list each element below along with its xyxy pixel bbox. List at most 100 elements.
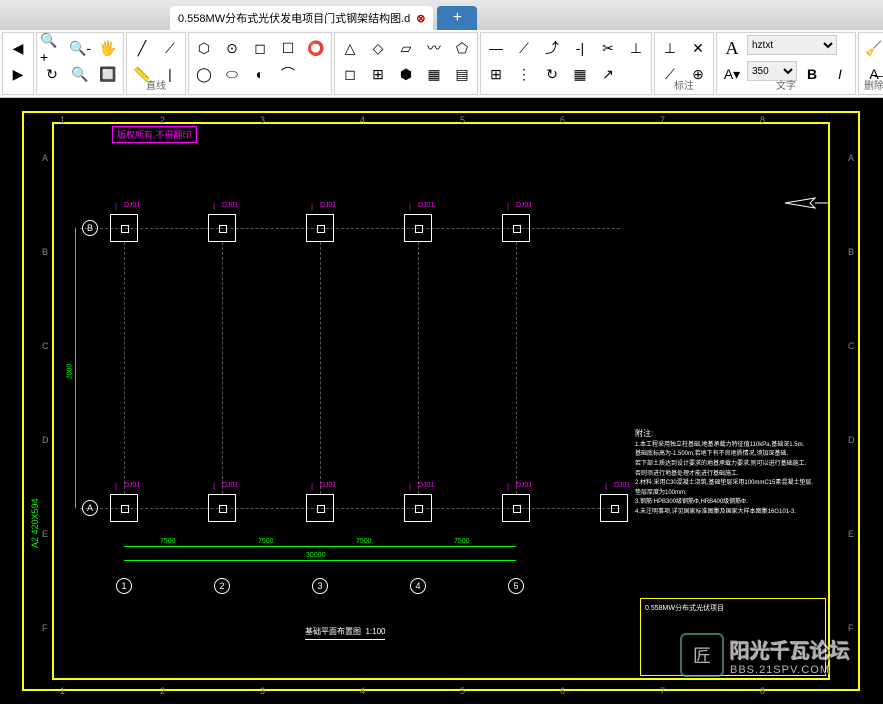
footing (306, 494, 334, 522)
tool-button[interactable]: 🖐 (95, 35, 121, 61)
document-tab[interactable]: 0.558MW分布式光伏发电项目门式钢架结构图.d ⊗ (170, 6, 433, 30)
grid-col-label: 8 (760, 686, 765, 696)
grid-row-label: C (42, 341, 49, 351)
tool-button[interactable]: ✕ (685, 35, 711, 61)
tool-button[interactable]: ⭕ (303, 35, 329, 61)
tool-button[interactable]: ✂ (595, 35, 621, 61)
tool-button[interactable]: ▤ (449, 61, 475, 87)
note-line: 若下部土质达到设计要求的地基承载力要求,则可以进行基础施工. (635, 460, 835, 470)
tool-button[interactable]: ⊞ (365, 61, 391, 87)
tool-button[interactable]: ▱ (393, 35, 419, 61)
grid-col-label: 6 (560, 115, 565, 125)
tool-button[interactable]: ◇ (365, 35, 391, 61)
copyright-stamp: 版权所有,不得翻印 (112, 126, 197, 143)
dim-text: 7500 (454, 538, 470, 545)
tool-button[interactable]: ╱ (129, 35, 155, 61)
note-line: 垫层厚度为100mm. (635, 489, 835, 499)
tool-button[interactable]: △ (337, 35, 363, 61)
toolbar: ◀▶ 🔍+🔍-🖐↻🔍🔲 ╱⟋📏|直线 ⬡⊙◻☐⭕◯⬭◐⌒ △◇▱〰⬠◻⊞⬢▦▤ … (0, 30, 883, 98)
dim-line-v (75, 228, 76, 508)
footing (502, 214, 530, 242)
grid-row-label: F (42, 623, 48, 633)
footing-tick: | (311, 482, 313, 491)
axis-bubble-col: 4 (410, 578, 426, 594)
note-line: 基础底标高为-1.500m,若地下有不良地质情况,须加深基础. (635, 450, 835, 460)
tool-button[interactable]: ◻ (337, 61, 363, 87)
tool-button[interactable]: ⬢ (393, 61, 419, 87)
footing-tick: | (507, 482, 509, 491)
grid-row-label: D (848, 435, 855, 445)
tool-button[interactable]: ⊙ (219, 35, 245, 61)
tool-button[interactable]: ↗ (595, 61, 621, 87)
footing-tick: | (311, 202, 313, 211)
footing-tick: | (409, 202, 411, 211)
tool-button[interactable]: ⤴ (539, 35, 565, 61)
back-button[interactable]: ◀ (5, 35, 31, 61)
toolgroup-zoom: 🔍+🔍-🖐 ↻🔍🔲 (36, 32, 124, 95)
axis-line-h (80, 508, 620, 509)
footing-label: DJ01 (124, 202, 140, 209)
tool-button[interactable]: ▦ (567, 61, 593, 87)
fwd-button[interactable]: ▶ (5, 61, 31, 87)
tool-button[interactable]: ⊥ (623, 35, 649, 61)
tool-button[interactable]: ↻ (539, 61, 565, 87)
tab-bar: 0.558MW分布式光伏发电项目门式钢架结构图.d ⊗ + (0, 0, 883, 30)
toolgroup-annot: ⊥✕⟋⊕标注 (654, 32, 714, 95)
tool-button[interactable]: ⬠ (449, 35, 475, 61)
font-select[interactable]: hztxt (747, 35, 837, 55)
axis-bubble-col: 5 (508, 578, 524, 594)
footing (404, 214, 432, 242)
tool-button[interactable]: 〰 (421, 35, 447, 61)
tool-button[interactable]: ↻ (39, 61, 65, 87)
footing-tick: | (605, 482, 607, 491)
toolgroup-line: ╱⟋📏|直线 (126, 32, 186, 95)
tool-button[interactable]: ⬭ (219, 61, 245, 87)
tool-button[interactable]: 🔍 (67, 61, 93, 87)
footing-label: DJ01 (222, 202, 238, 209)
tool-button[interactable]: ⌒ (275, 61, 301, 87)
grid-row-label: B (42, 247, 48, 257)
axis-bubble-row: A (82, 500, 98, 516)
grid-col-label: 1 (60, 115, 65, 125)
close-icon[interactable]: ⊗ (416, 12, 425, 25)
footing-tick: | (409, 482, 411, 491)
tool-button[interactable]: 🔍+ (39, 35, 65, 61)
tool-button[interactable]: ⟋ (157, 35, 183, 61)
grid-col-label: 2 (160, 115, 165, 125)
drawing-canvas[interactable]: 版权所有,不得翻印 A2 420X594 1122334455667788AAB… (0, 98, 883, 704)
tool-button[interactable]: ⊥ (657, 35, 683, 61)
footing-label: DJ01 (516, 482, 532, 489)
tool-button[interactable]: 🔍- (67, 35, 93, 61)
tool-button[interactable]: ▦ (421, 61, 447, 87)
footing (306, 214, 334, 242)
tool-button[interactable]: ◻ (247, 35, 273, 61)
tool-button[interactable]: ⊞ (483, 61, 509, 87)
tool-button[interactable]: ◐ (247, 61, 273, 87)
tool-button[interactable]: 🔲 (95, 61, 121, 87)
erase-button[interactable]: 🧹 (861, 35, 883, 61)
grid-row-label: E (42, 529, 48, 539)
grid-col-label: 4 (360, 115, 365, 125)
text-button[interactable]: A (719, 35, 745, 61)
tool-button[interactable]: ⋮ (511, 61, 537, 87)
tool-button[interactable]: ◯ (191, 61, 217, 87)
tool-button[interactable]: — (483, 35, 509, 61)
watermark-badge-icon: 匠 (680, 633, 724, 677)
add-tab-button[interactable]: + (437, 6, 477, 30)
note-line: 4.未注明事项,详见国家标准图集及国家大样本图集16G101-3. (635, 508, 835, 518)
dim-text: 7500 (160, 538, 176, 545)
tool-button[interactable]: ⬡ (191, 35, 217, 61)
grid-col-label: 5 (460, 686, 465, 696)
note-line: 否则须进行地基处理才能进行基础施工. (635, 470, 835, 480)
tool-button[interactable]: ☐ (275, 35, 301, 61)
grid-col-label: 7 (660, 115, 665, 125)
inner-frame (52, 122, 830, 680)
axis-line-v (418, 242, 419, 494)
footing-tick: | (115, 482, 117, 491)
footing-label: DJ01 (614, 482, 630, 489)
grid-col-label: 6 (560, 686, 565, 696)
tool-button[interactable]: -| (567, 35, 593, 61)
tool-button[interactable]: ⟋ (511, 35, 537, 61)
grid-col-label: 5 (460, 115, 465, 125)
notes-title: 附注: (635, 428, 835, 441)
